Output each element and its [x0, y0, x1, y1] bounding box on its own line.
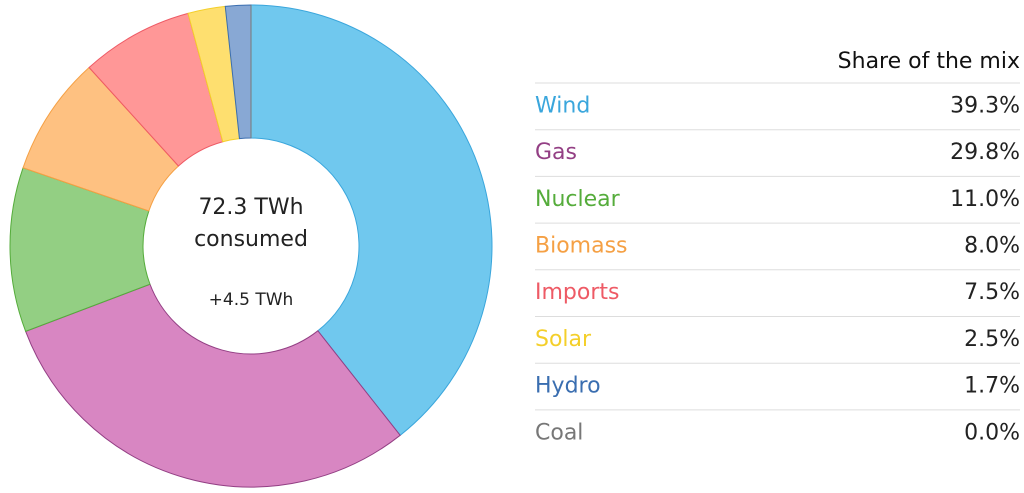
category-label: Imports	[535, 280, 619, 305]
category-label: Coal	[535, 420, 583, 445]
slice	[24, 283, 401, 488]
center-note: +4.5 TWh	[209, 290, 294, 310]
value-label: 2.5%	[964, 327, 1020, 352]
center-title: 72.3 TWh	[198, 195, 303, 220]
category-label: Hydro	[535, 374, 601, 399]
table-header: Share of the mix	[838, 49, 1020, 74]
legend-table: Wind 39.3% Gas 29.8% Nuclear 11.0% Biomass 8.0%…	[535, 82, 1020, 445]
category-label: Gas	[535, 140, 577, 165]
category-label: Wind	[535, 93, 590, 118]
value-label: 1.7%	[964, 374, 1020, 399]
value-label: 39.3%	[950, 93, 1020, 118]
center-subtitle: consumed	[194, 227, 308, 252]
value-label: 11.0%	[950, 187, 1020, 212]
category-label: Biomass	[535, 233, 628, 258]
donut	[9, 4, 493, 488]
value-label: 8.0%	[964, 233, 1020, 258]
category-label: Solar	[535, 327, 592, 352]
value-label: 29.8%	[950, 140, 1020, 165]
category-label: Nuclear	[535, 187, 621, 212]
value-label: 7.5%	[964, 280, 1020, 305]
value-label: 0.0%	[964, 420, 1020, 445]
slice	[250, 4, 493, 436]
